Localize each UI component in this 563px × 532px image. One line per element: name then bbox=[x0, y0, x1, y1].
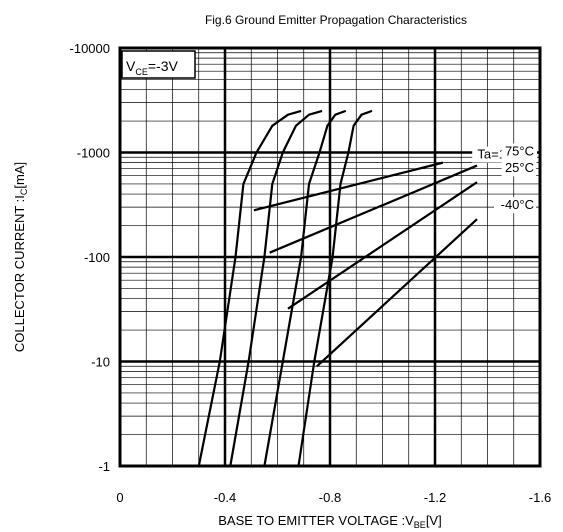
condition-label: VCE=-3V bbox=[126, 58, 178, 77]
y-tick-label: -10000 bbox=[70, 41, 110, 56]
condition-sub: CE bbox=[135, 67, 148, 77]
x-axis-label-sub: BE bbox=[414, 520, 426, 530]
condition-box: VCE=-3V bbox=[121, 50, 196, 79]
y-tick-label: -1000 bbox=[77, 146, 110, 161]
x-axis-label-suffix: [V] bbox=[426, 513, 442, 528]
legend-label-bg bbox=[494, 197, 536, 214]
isothermal-line bbox=[269, 164, 478, 254]
y-axis-label: COLLECTOR CURRENT :IC[mA] bbox=[12, 162, 29, 352]
legend: Ta=125°C75°C25°C-40°C bbox=[472, 143, 537, 214]
x-tick-label: -1.6 bbox=[529, 490, 551, 505]
legend-label: 75°C bbox=[505, 144, 534, 159]
series-curve bbox=[229, 109, 323, 467]
condition-suffix: =-3V bbox=[148, 58, 179, 74]
legend-label: -40°C bbox=[501, 197, 534, 212]
series-curve bbox=[197, 109, 302, 467]
y-axis-label-suffix: [mA] bbox=[12, 162, 27, 189]
legend-label: 25°C bbox=[505, 160, 534, 175]
x-tick-label: -1.2 bbox=[424, 490, 446, 505]
condition-box-frame bbox=[121, 50, 196, 79]
isothermal-lines bbox=[253, 161, 478, 368]
chart-title: Fig.6 Ground Emitter Propagation Charact… bbox=[205, 13, 467, 27]
isothermal-line bbox=[287, 181, 478, 310]
series-curves bbox=[197, 109, 373, 467]
legend-label-bg bbox=[501, 143, 536, 160]
x-axis-label-main: BASE TO EMITTER VOLTAGE :V bbox=[218, 513, 414, 528]
isothermal-line bbox=[316, 218, 478, 368]
y-tick-label: -100 bbox=[84, 250, 110, 265]
y-tick-label: -10 bbox=[91, 355, 110, 370]
legend-label-bg bbox=[501, 160, 536, 177]
y-axis-label-main: COLLECTOR CURRENT :I bbox=[12, 195, 27, 352]
condition-main: V bbox=[126, 58, 136, 74]
x-tick-label: -0.4 bbox=[214, 490, 236, 505]
plot-frame bbox=[118, 46, 542, 468]
x-tick-labels: 0 -0.4 -0.8 -1.2 -1.6 bbox=[116, 490, 551, 505]
y-tick-labels: -1 -10 -100 -1000 -10000 bbox=[70, 41, 110, 474]
x-axis-label: BASE TO EMITTER VOLTAGE :VBE[V] bbox=[218, 513, 441, 530]
series-curve bbox=[263, 109, 347, 467]
isothermal-line bbox=[253, 161, 444, 212]
y-axis-label-sub: C bbox=[19, 188, 29, 195]
y-tick-label: -1 bbox=[98, 459, 110, 474]
x-tick-label: 0 bbox=[116, 490, 123, 505]
x-tick-label: -0.8 bbox=[319, 490, 341, 505]
series-curve bbox=[297, 109, 373, 467]
